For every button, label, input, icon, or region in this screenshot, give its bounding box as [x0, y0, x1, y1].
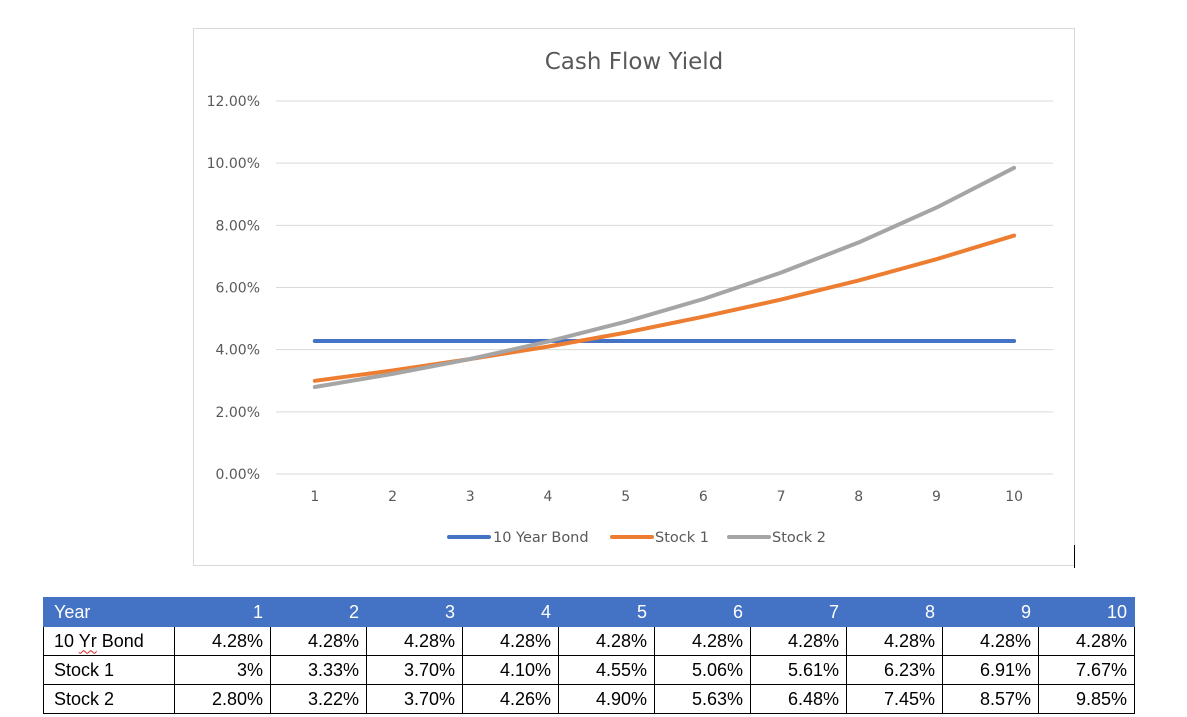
table-cell: 4.28%	[558, 626, 655, 656]
y-tick-label: 12.00%	[207, 94, 260, 110]
table-row: 10 Yr Bond 4.28% 4.28% 4.28% 4.28% 4.28% 4.28%…	[43, 626, 1135, 656]
y-axis-ticks: 0.00% 2.00% 4.00% 6.00% 8.00% 10.00% 12.00%	[207, 94, 260, 483]
line-chart: Cash Flow Yield 0.00% 2.00% 4.00% 6.00% 8.00…	[207, 49, 1053, 546]
series-line-stock-1	[312, 233, 1017, 383]
y-tick-label: 0.00%	[216, 467, 260, 483]
table-cell: 4.28%	[1038, 626, 1135, 656]
table-cell: 4.26%	[462, 684, 559, 714]
table-cell: 3.70%	[366, 655, 463, 685]
row-label: 10 Yr Bond	[43, 626, 175, 656]
table-cell: 2.80%	[174, 684, 271, 714]
data-table: Year 1 2 3 4 5 6 7 8 9 10 10 Yr Bond 4.28% 4.28% 4.2…	[43, 597, 1135, 714]
year-column-header: 5	[558, 597, 655, 627]
year-column-header: 2	[270, 597, 367, 627]
year-column-header: 6	[654, 597, 751, 627]
table-cell: 6.48%	[750, 684, 847, 714]
x-tick-label: 5	[621, 489, 630, 505]
table-cell: 3.70%	[366, 684, 463, 714]
year-column-header: 1	[174, 597, 271, 627]
year-column-header: 7	[750, 597, 847, 627]
y-tick-label: 10.00%	[207, 156, 260, 172]
row-label-part: 10	[54, 630, 79, 651]
table-cell: 7.67%	[1038, 655, 1135, 685]
table-cell: 3%	[174, 655, 271, 685]
series-line-stock-2	[312, 165, 1017, 389]
year-column-header: 3	[366, 597, 463, 627]
chart-area	[193, 28, 1075, 566]
legend: 10 Year Bond Stock 1 Stock 2	[447, 530, 826, 546]
year-header: Year	[43, 597, 175, 627]
table-cell: 4.28%	[366, 626, 463, 656]
table-cell: 4.28%	[654, 626, 751, 656]
y-tick-label: 4.00%	[216, 343, 260, 359]
x-tick-label: 7	[777, 489, 786, 505]
row-label: Stock 1	[43, 655, 175, 685]
x-tick-label: 6	[699, 489, 708, 505]
legend-label-stock-1: Stock 1	[655, 530, 709, 546]
x-tick-label: 3	[466, 489, 475, 505]
year-column-header: 10	[1038, 597, 1135, 627]
y-tick-label: 2.00%	[216, 405, 260, 421]
table-cell: 4.55%	[558, 655, 655, 685]
table-cell: 4.28%	[462, 626, 559, 656]
table-cell: 3.33%	[270, 655, 367, 685]
table-cell: 5.63%	[654, 684, 751, 714]
row-label-part: Bond	[96, 630, 144, 651]
x-tick-label: 9	[932, 489, 941, 505]
gridlines	[276, 100, 1053, 475]
table-body: 10 Yr Bond 4.28% 4.28% 4.28% 4.28% 4.28% 4.28%…	[43, 626, 1135, 714]
y-tick-label: 8.00%	[216, 218, 260, 234]
row-label: Stock 2	[43, 684, 175, 714]
x-tick-label: 2	[388, 489, 397, 505]
table-cell: 4.90%	[558, 684, 655, 714]
year-column-header: 8	[846, 597, 943, 627]
y-tick-label: 6.00%	[216, 281, 260, 297]
chart-title: Cash Flow Yield	[545, 49, 724, 75]
x-tick-label: 8	[854, 489, 863, 505]
table-cell: 5.06%	[654, 655, 751, 685]
table-header-row: Year 1 2 3 4 5 6 7 8 9 10	[43, 597, 1135, 627]
table-cell: 5.61%	[750, 655, 847, 685]
year-column-header: 9	[942, 597, 1039, 627]
table-cell: 7.45%	[846, 684, 943, 714]
cell-edge-marker	[1074, 545, 1075, 568]
x-tick-label: 4	[543, 489, 552, 505]
table-cell: 6.23%	[846, 655, 943, 685]
spellcheck-flagged-word: Yr	[78, 630, 97, 651]
legend-label-10-year-bond: 10 Year Bond	[493, 530, 589, 546]
year-column-header: 4	[462, 597, 559, 627]
legend-label-stock-2: Stock 2	[772, 530, 826, 546]
table-cell: 9.85%	[1038, 684, 1135, 714]
table-cell: 4.28%	[270, 626, 367, 656]
table-row: Stock 2 2.80% 3.22% 3.70% 4.26% 4.90% 5.63% 6.4…	[43, 684, 1135, 714]
table-cell: 3.22%	[270, 684, 367, 714]
table-cell: 4.10%	[462, 655, 559, 685]
table-cell: 4.28%	[942, 626, 1039, 656]
table-row: Stock 1 3% 3.33% 3.70% 4.10% 4.55% 5.06% 5.61% 6…	[43, 655, 1135, 685]
x-tick-label: 1	[310, 489, 319, 505]
table-cell: 8.57%	[942, 684, 1039, 714]
x-axis-ticks: 1 2 3 4 5 6 7 8 9 10	[310, 489, 1023, 505]
series-lines	[312, 165, 1017, 389]
table-cell: 4.28%	[174, 626, 271, 656]
x-tick-label: 10	[1005, 489, 1023, 505]
table-cell: 4.28%	[750, 626, 847, 656]
table-cell: 4.28%	[846, 626, 943, 656]
table-cell: 6.91%	[942, 655, 1039, 685]
